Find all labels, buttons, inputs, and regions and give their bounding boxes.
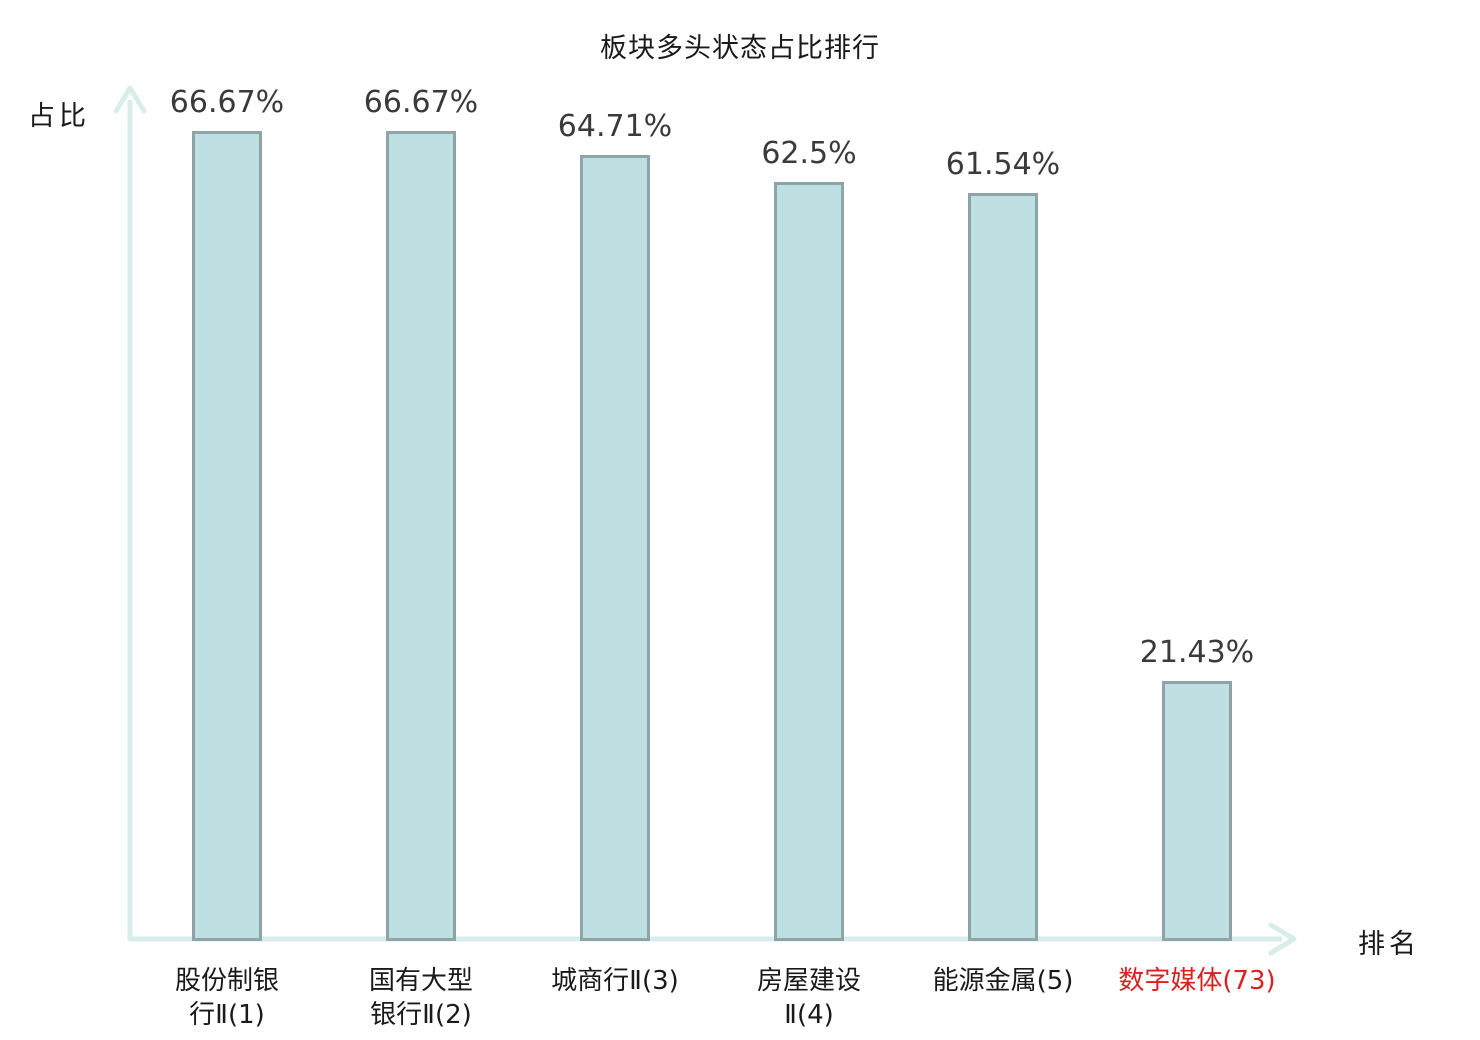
bar-value-label: 62.5% <box>761 136 857 171</box>
bar <box>192 131 262 941</box>
x-axis-label: 排名 <box>1358 929 1420 960</box>
bar-value-label: 66.67% <box>363 85 479 120</box>
bar-value-label: 21.43% <box>1139 635 1255 670</box>
x-axis-arrow-icon <box>1268 922 1297 956</box>
bar <box>774 182 844 941</box>
chart-title: 板块多头状态占比排行 <box>600 33 880 64</box>
bar-category-label: 数字媒体(73) <box>1118 966 1276 996</box>
bar <box>580 155 650 941</box>
bar <box>386 131 456 941</box>
bar-category-label: 股份制银 行Ⅱ(1) <box>174 966 279 1030</box>
y-axis-label: 占比 <box>28 101 90 132</box>
bar <box>968 193 1038 941</box>
bar-category-label: 城商行Ⅱ(3) <box>551 966 679 996</box>
bar-value-label: 61.54% <box>945 147 1061 182</box>
y-axis-arrow-icon <box>113 85 147 114</box>
bar-value-label: 64.71% <box>557 109 673 144</box>
bar-category-label: 国有大型 银行Ⅱ(2) <box>368 966 473 1030</box>
bar-category-label: 能源金属(5) <box>932 966 1074 996</box>
bar-category-label: 房屋建设 Ⅱ(4) <box>756 966 861 1030</box>
bar <box>1162 681 1232 941</box>
bar-value-label: 66.67% <box>169 85 285 120</box>
